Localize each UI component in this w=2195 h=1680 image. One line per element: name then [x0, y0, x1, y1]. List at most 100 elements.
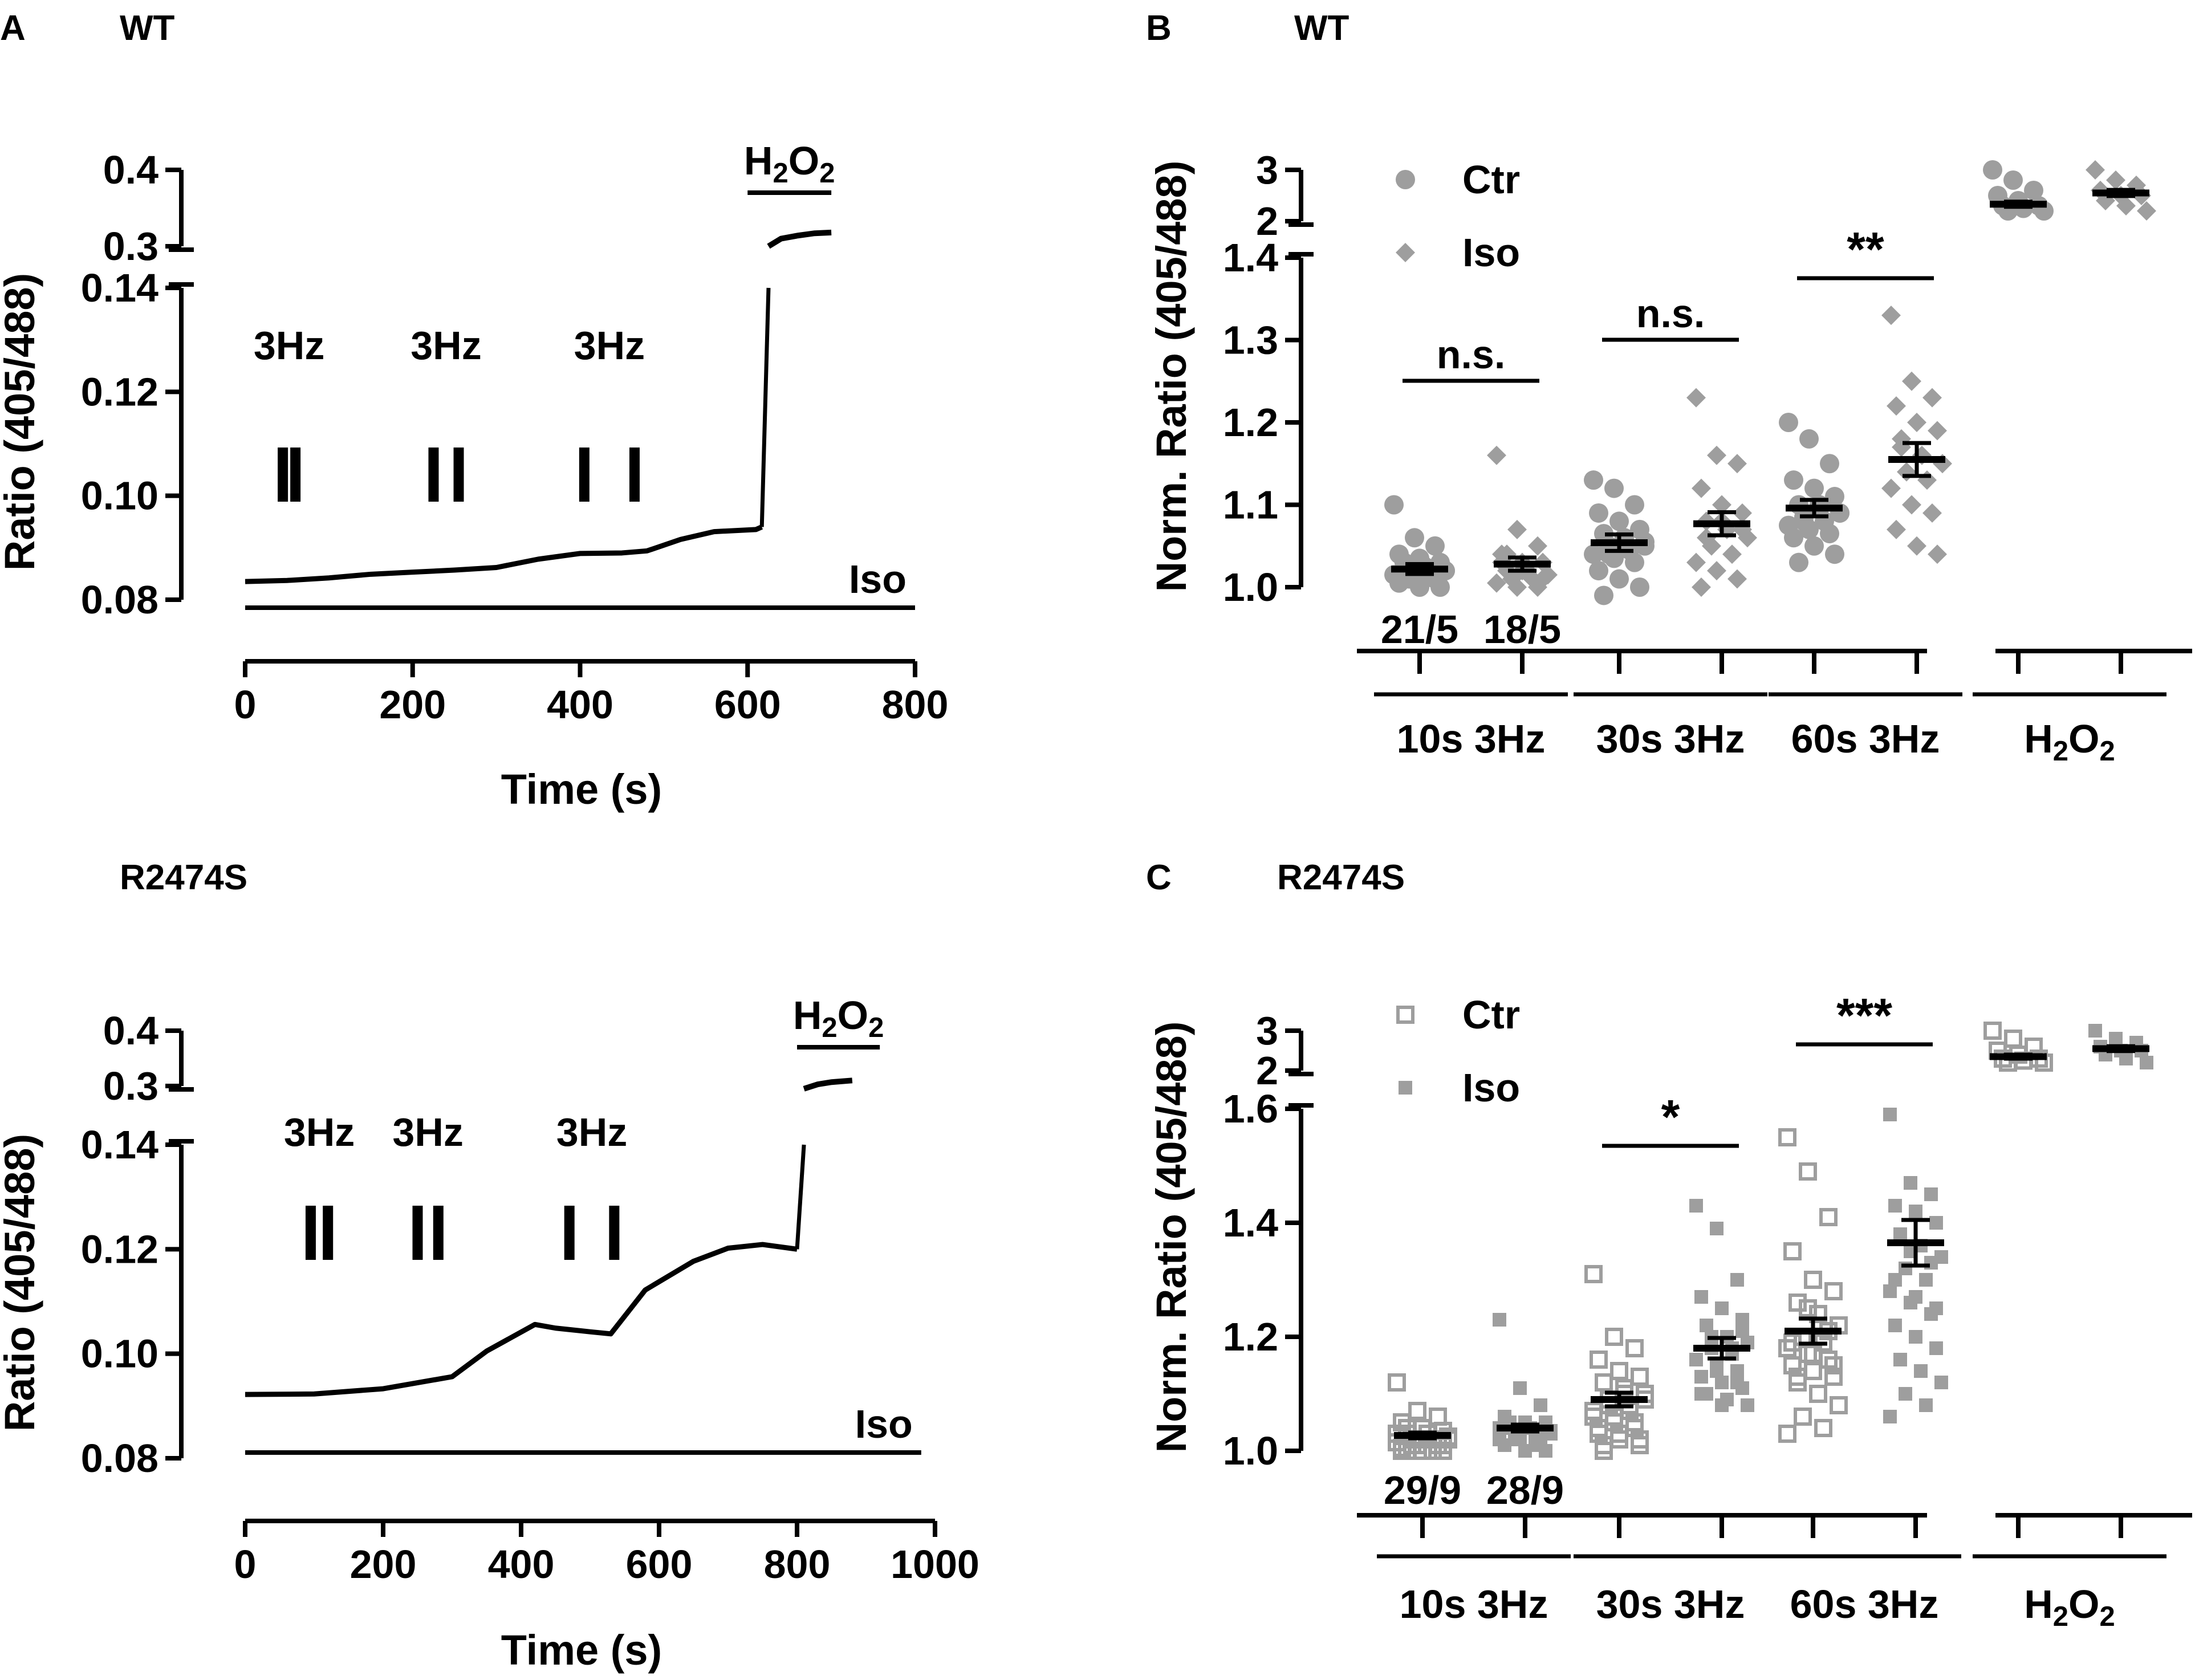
panel-letter-c: C — [1146, 858, 1172, 897]
data-point — [1604, 478, 1624, 498]
group-label: 10s 3Hz — [1400, 1582, 1548, 1626]
data-point — [1741, 1398, 1754, 1412]
y-tick-label: 0.14 — [81, 266, 158, 310]
ratio-trace — [245, 524, 763, 584]
data-point — [1584, 544, 1603, 564]
n-label: 21/5 — [1381, 607, 1458, 652]
data-point — [1784, 470, 1803, 490]
iso-label: Iso — [849, 557, 907, 601]
data-point — [1631, 1368, 1649, 1386]
y-tick-label: 1.4 — [1223, 235, 1278, 280]
data-point — [1707, 445, 1726, 465]
panel-a-bottom-xlabel: Time (s) — [501, 1626, 662, 1674]
group-label: 60s 3Hz — [1791, 717, 1940, 761]
data-point — [1605, 1413, 1623, 1431]
data-point — [1824, 1282, 1843, 1300]
significance-label: *** — [1836, 989, 1892, 1042]
data-point — [1788, 1368, 1807, 1386]
y-tick-label: 0.08 — [81, 577, 158, 622]
group-label: 30s 3Hz — [1596, 717, 1745, 761]
group-label: H2O2 — [2024, 717, 2115, 767]
data-point — [1610, 1430, 1628, 1449]
data-point — [1983, 1022, 2002, 1040]
data-point — [1694, 1370, 1708, 1384]
data-point — [1595, 1442, 1613, 1460]
data-point — [1919, 1398, 1933, 1412]
stimulation-label: 3Hz — [410, 323, 481, 368]
data-point — [2137, 201, 2156, 221]
data-point — [1625, 495, 1644, 515]
y-tick-label: 1.1 — [1223, 483, 1278, 527]
h2o2-trace — [803, 1077, 853, 1092]
data-point — [1594, 585, 1613, 605]
panel-a-top-title: WT — [120, 9, 175, 48]
h2o2-trace — [767, 229, 832, 249]
data-point — [1707, 561, 1726, 581]
data-point — [1804, 478, 1824, 498]
panel-a-bottom-plot: 0.08 0.10 0.12 0.14 0.3 0.4 0 200 400 600 800 1000 3… — [81, 993, 979, 1587]
y-tick-label: 1.6 — [1223, 1087, 1278, 1131]
data-point — [1710, 1364, 1724, 1378]
data-point — [1825, 544, 1844, 564]
data-point — [1983, 160, 2002, 180]
data-point — [1589, 561, 1608, 581]
data-point — [1907, 536, 1926, 556]
data-point — [1888, 1199, 1902, 1213]
data-point — [1804, 536, 1824, 556]
data-point — [1902, 371, 1921, 391]
data-point — [1784, 528, 1803, 548]
stimulation-marker — [290, 448, 301, 502]
data-point — [1715, 1301, 1729, 1315]
panel-a-bottom-ylabel: Ratio (405/488) — [0, 1134, 43, 1431]
data-point — [1631, 1436, 1649, 1454]
data-point — [1819, 1208, 1838, 1226]
data-point — [1730, 1273, 1744, 1287]
panel-b-plot: 1.0 1.1 1.2 1.3 1.42 3 10s 3Hz 30s 3Hz 60s 3Hz H2… — [1223, 148, 2192, 767]
stimulation-marker — [428, 448, 439, 502]
data-point — [1799, 1299, 1817, 1317]
x-tick-label: 1000 — [891, 1542, 979, 1587]
group-label: H2O2 — [2024, 1582, 2115, 1632]
data-point — [2024, 181, 2043, 200]
data-point — [1928, 544, 1947, 564]
legend-marker — [1399, 1081, 1412, 1095]
data-point — [1799, 1162, 1817, 1181]
y-tick-label: 0.3 — [103, 224, 158, 269]
x-tick-label: 400 — [488, 1542, 555, 1587]
y-tick-label: 2 — [1256, 199, 1278, 243]
panel-c-title: R2474S — [1277, 858, 1405, 897]
data-point — [2004, 1030, 2022, 1048]
legend-label: Ctr — [1462, 992, 1520, 1037]
data-point — [1907, 413, 1926, 432]
data-point — [1881, 478, 1901, 498]
data-point — [1630, 577, 1649, 597]
data-point — [1909, 1290, 1922, 1304]
data-point — [1883, 1410, 1897, 1423]
data-point — [2086, 160, 2105, 180]
stimulation-label: 3Hz — [284, 1110, 355, 1154]
data-point — [1909, 1205, 1922, 1218]
data-point — [1625, 1419, 1644, 1437]
panel-a-top-ylabel: Ratio (405/488) — [0, 273, 43, 571]
y-tick-label: 1.3 — [1223, 318, 1278, 363]
y-tick-label: 0.12 — [81, 369, 158, 414]
data-point — [1928, 421, 1947, 441]
data-point — [1899, 1387, 1912, 1401]
data-point — [1689, 1353, 1703, 1366]
data-point — [1590, 1425, 1608, 1443]
stimulation-label: 3Hz — [574, 323, 645, 368]
y-tick-label: 1.2 — [1223, 400, 1278, 445]
stimulation-marker — [564, 1206, 575, 1260]
data-point — [1924, 1187, 1938, 1201]
legend-marker — [1396, 170, 1415, 189]
x-tick-label: 0 — [234, 1542, 257, 1587]
panel-a-top-xlabel: Time (s) — [501, 766, 662, 813]
x-tick-label: 800 — [882, 682, 949, 727]
data-point — [1584, 1408, 1603, 1426]
data-point — [1917, 470, 1937, 490]
data-point — [1887, 396, 1906, 416]
data-point — [1487, 445, 1506, 465]
y-tick-label: 1.0 — [1223, 565, 1278, 609]
data-point — [1609, 569, 1629, 589]
data-point — [1610, 1362, 1628, 1380]
